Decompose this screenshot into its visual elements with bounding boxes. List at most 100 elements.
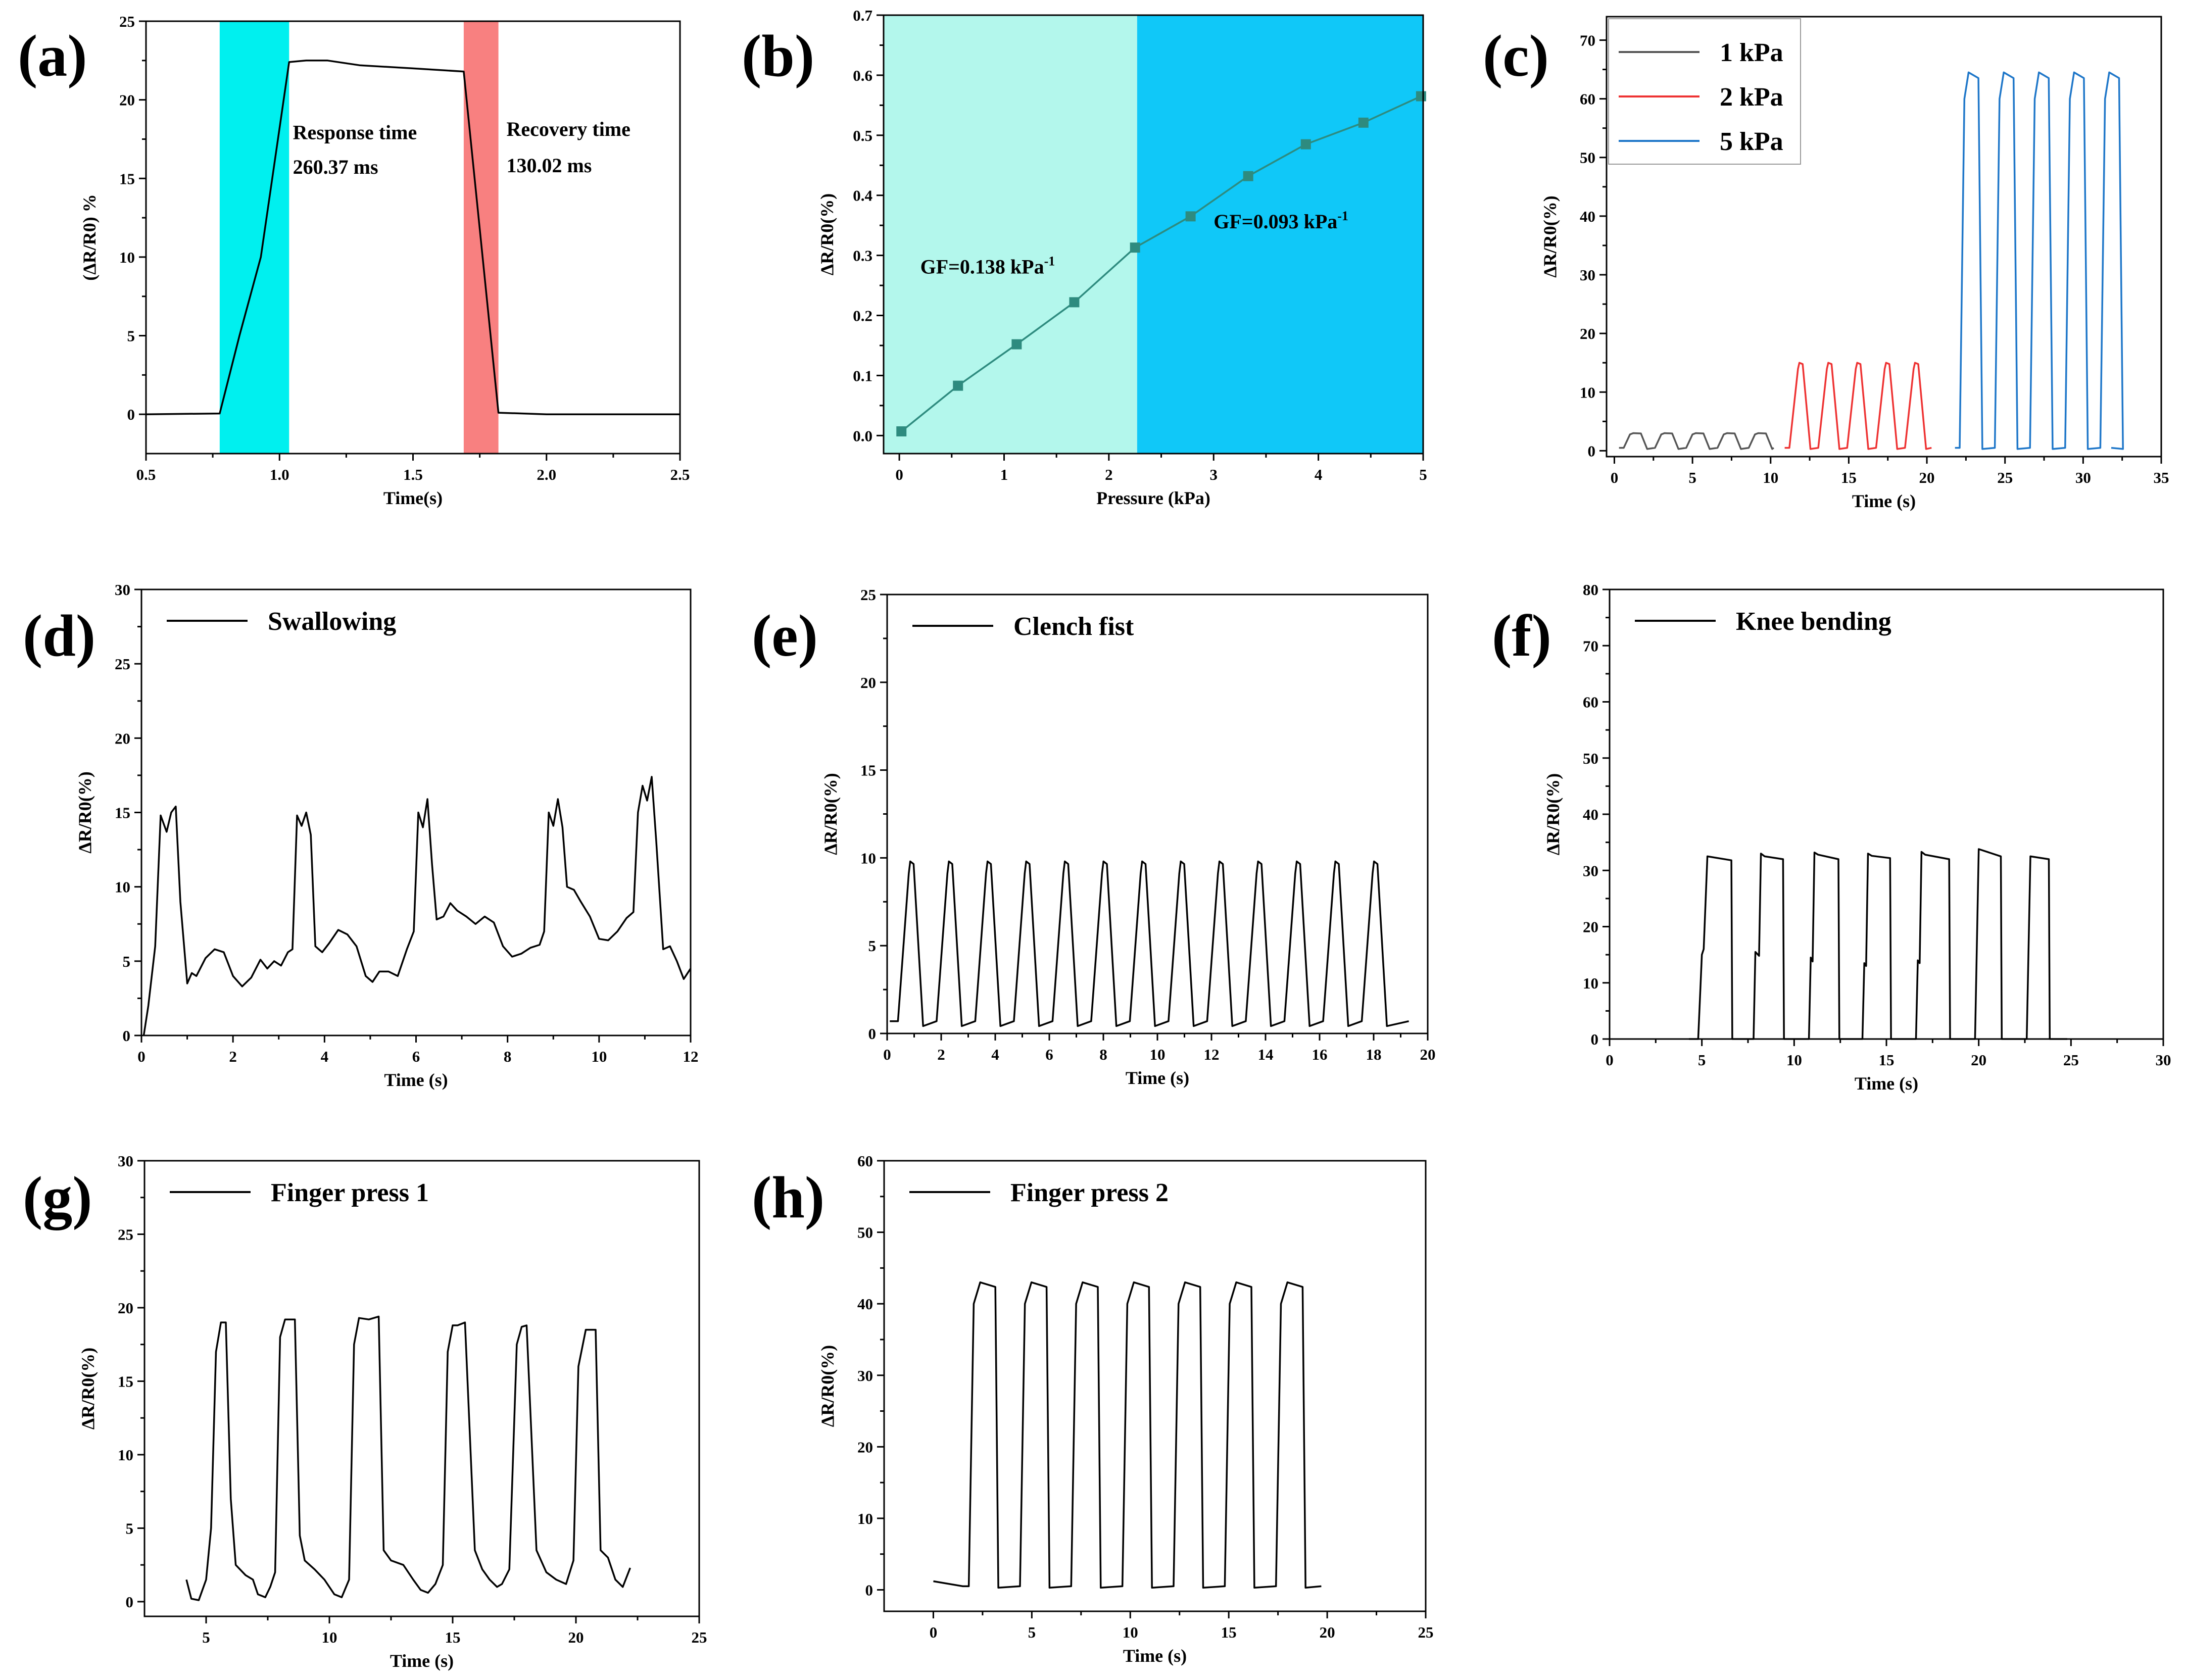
y-tick-label: 25 [119, 13, 135, 30]
annotation: 260.37 ms [293, 156, 378, 178]
y-tick-label: 0.2 [853, 307, 872, 325]
y-tick-label: 40 [1580, 208, 1595, 225]
legend-label: 5 kPa [1720, 127, 1783, 156]
shaded-region [884, 15, 1137, 454]
axes-frame [140, 588, 692, 1036]
y-tick-label: 20 [857, 1438, 873, 1456]
x-tick-label: 10 [591, 1048, 607, 1065]
y-tick-label: 40 [857, 1295, 873, 1313]
x-tick-label: 10 [1763, 469, 1778, 486]
legend-label: 2 kPa [1720, 83, 1783, 112]
x-tick-label: 4 [1315, 466, 1323, 483]
y-tick-label: 40 [1583, 806, 1598, 823]
x-tick-label: 5 [1419, 466, 1427, 483]
x-tick-label: 0 [930, 1623, 938, 1641]
x-tick-label: 18 [1366, 1046, 1382, 1063]
y-tick-label: 15 [119, 170, 135, 187]
panel-letter: (f) [1492, 603, 1551, 669]
x-tick-label: 10 [1123, 1623, 1138, 1641]
data-point [1069, 297, 1080, 308]
legend-label: Knee bending [1736, 607, 1891, 636]
annotation: 130.02 ms [506, 154, 592, 177]
x-tick-label: 2 [1105, 466, 1113, 483]
y-tick-label: 70 [1580, 31, 1595, 49]
series-line [185, 1315, 632, 1601]
x-tick-label: 12 [683, 1048, 699, 1065]
data-point [1358, 117, 1369, 128]
panel-f: 0 5 10 15 20 25 30 0 10 20 30 40 50 60 70 80 Time (s) ΔR/… [1492, 581, 2171, 1094]
y-axis-label: ΔR/R0(%) [817, 193, 837, 276]
y-tick-label: 70 [1583, 637, 1598, 655]
x-tick-label: 1 [1000, 466, 1008, 483]
x-tick-label: 6 [1045, 1046, 1053, 1063]
x-tick-label: 1.0 [270, 466, 289, 483]
axes-frame [143, 1160, 700, 1617]
x-tick-label: 16 [1312, 1046, 1328, 1063]
y-tick-label: 0 [126, 1593, 134, 1611]
x-tick-label: 5 [1028, 1623, 1036, 1641]
y-tick-label: 0.6 [853, 67, 872, 84]
y-tick-label: 30 [118, 1152, 133, 1170]
panel-letter: (b) [742, 23, 814, 89]
panel-letter: (d) [23, 603, 95, 669]
data-point [1185, 211, 1196, 222]
y-tick-label: 25 [860, 586, 876, 604]
y-tick-label: 60 [857, 1152, 873, 1170]
x-tick-label: 0 [137, 1048, 145, 1065]
y-tick-label: 20 [860, 674, 876, 691]
x-axis-label: Time (s) [1123, 1646, 1187, 1666]
y-tick-label: 50 [1583, 750, 1598, 767]
y-tick-label: 0 [127, 406, 135, 423]
y-tick-label: 5 [123, 953, 131, 970]
x-tick-label: 2.0 [537, 466, 556, 483]
panel-letter: (h) [752, 1164, 824, 1230]
series-line [145, 60, 680, 415]
annotation: GF=0.138 kPa-1 [920, 254, 1055, 278]
data-point [1300, 139, 1311, 150]
x-tick-label: 5 [1698, 1051, 1706, 1069]
annotation: GF=0.093 kPa-1 [1213, 209, 1348, 233]
x-tick-label: 20 [1420, 1046, 1436, 1063]
y-tick-label: 15 [115, 804, 130, 822]
data-point [1416, 91, 1426, 102]
y-tick-label: 50 [1580, 149, 1595, 167]
x-tick-label: 4 [991, 1046, 999, 1063]
y-tick-label: 10 [118, 1446, 133, 1464]
x-tick-label: 2 [229, 1048, 237, 1065]
y-axis-label: ΔR/R0(%) [1540, 195, 1560, 278]
x-tick-label: 25 [692, 1628, 707, 1646]
x-tick-label: 10 [1150, 1046, 1166, 1063]
y-tick-label: 30 [115, 581, 130, 599]
y-axis-label: (ΔR/R0) % [79, 194, 100, 281]
x-axis-label: Time(s) [383, 488, 443, 508]
x-axis-label: Time (s) [1126, 1068, 1189, 1088]
panel-d: 0 2 4 6 8 10 12 0 5 10 15 20 25 30 Time (s) ΔR/R0(%) (d)… [23, 581, 699, 1090]
x-tick-label: 5 [202, 1628, 210, 1646]
x-tick-label: 10 [1786, 1051, 1802, 1069]
shaded-region [1137, 15, 1423, 454]
y-tick-label: 50 [857, 1224, 873, 1242]
series-line [901, 95, 1422, 432]
series-line [890, 860, 1409, 1027]
x-tick-label: 8 [1099, 1046, 1107, 1063]
x-tick-label: 30 [2075, 469, 2091, 486]
x-axis-label: Pressure (kPa) [1096, 488, 1210, 508]
y-tick-label: 10 [857, 1510, 873, 1527]
x-tick-label: 1.5 [403, 466, 423, 483]
x-tick-label: 20 [568, 1628, 584, 1646]
x-tick-label: 10 [322, 1628, 337, 1646]
x-tick-label: 35 [2154, 469, 2169, 486]
series-line [933, 1281, 1322, 1589]
y-tick-label: 20 [118, 1299, 133, 1317]
x-tick-label: 4 [321, 1048, 329, 1065]
y-tick-label: 10 [1583, 974, 1598, 992]
x-tick-label: 5 [1688, 469, 1696, 486]
y-tick-label: 10 [115, 878, 130, 896]
x-tick-label: 20 [1320, 1623, 1335, 1641]
y-tick-label: 0 [865, 1582, 873, 1599]
x-axis-label: Time (s) [1855, 1073, 1918, 1094]
x-tick-label: 3 [1209, 466, 1218, 483]
y-tick-label: 30 [1580, 266, 1595, 284]
series-line [1689, 848, 2067, 1040]
